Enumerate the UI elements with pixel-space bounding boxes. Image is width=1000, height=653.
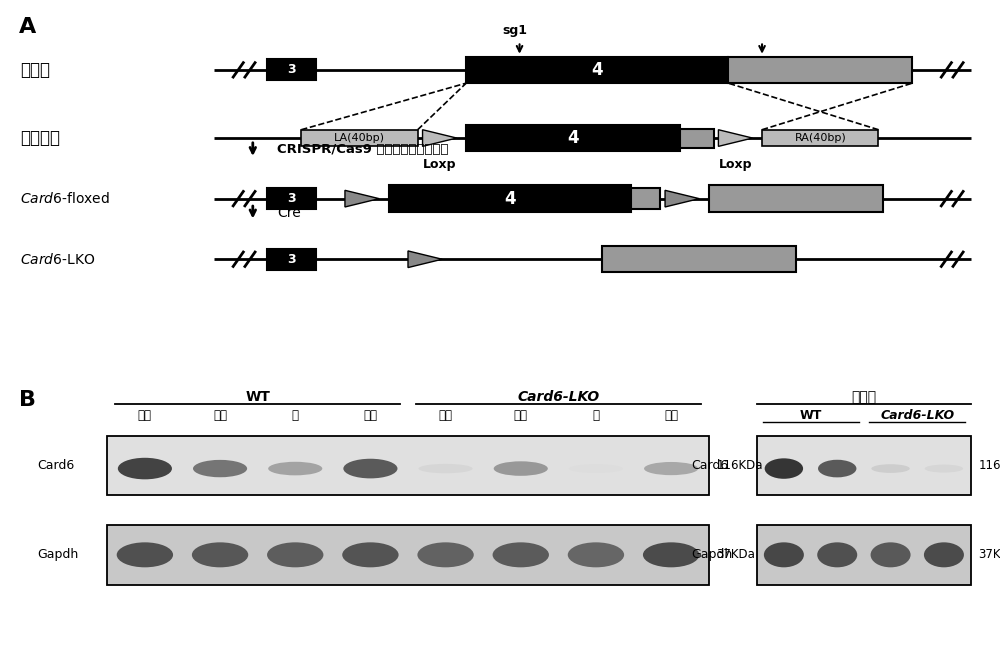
Bar bbox=[267, 249, 316, 270]
Text: 116KDa: 116KDa bbox=[716, 459, 763, 472]
Text: Cre: Cre bbox=[277, 206, 301, 220]
Text: 肝脏: 肝脏 bbox=[439, 409, 453, 422]
Bar bbox=[466, 57, 728, 83]
Ellipse shape bbox=[569, 464, 623, 473]
Text: 37KDa: 37KDa bbox=[716, 549, 755, 562]
Text: 供体载体: 供体载体 bbox=[20, 129, 60, 147]
Bar bbox=[301, 130, 418, 146]
Polygon shape bbox=[718, 130, 753, 146]
Ellipse shape bbox=[644, 462, 698, 475]
Text: 37KDa: 37KDa bbox=[978, 549, 1000, 562]
Polygon shape bbox=[408, 251, 442, 268]
Ellipse shape bbox=[417, 543, 474, 567]
Text: CRISPR/Cas9 介导的同源重组修复: CRISPR/Cas9 介导的同源重组修复 bbox=[277, 143, 449, 156]
Bar bbox=[267, 59, 316, 80]
Bar bbox=[107, 436, 709, 496]
Bar bbox=[389, 185, 631, 212]
Bar bbox=[466, 125, 680, 151]
Ellipse shape bbox=[568, 543, 624, 567]
Ellipse shape bbox=[643, 543, 699, 567]
Bar bbox=[762, 130, 878, 146]
Text: 脑: 脑 bbox=[292, 409, 299, 422]
Text: Loxp: Loxp bbox=[423, 158, 457, 170]
Ellipse shape bbox=[192, 543, 248, 567]
Ellipse shape bbox=[193, 460, 247, 477]
Text: 肝细胞: 肝细胞 bbox=[851, 390, 876, 404]
Bar bbox=[267, 188, 316, 209]
Ellipse shape bbox=[342, 543, 399, 567]
Text: B: B bbox=[19, 390, 36, 410]
Text: LA(40bp): LA(40bp) bbox=[334, 133, 385, 143]
Text: 3: 3 bbox=[287, 253, 296, 266]
Text: A: A bbox=[19, 17, 36, 37]
Text: $\it{Card6}$-LKO: $\it{Card6}$-LKO bbox=[20, 252, 95, 266]
Polygon shape bbox=[423, 130, 457, 146]
Text: 肆脏: 肆脏 bbox=[664, 409, 678, 422]
Polygon shape bbox=[665, 190, 699, 207]
Text: Card6-LKO: Card6-LKO bbox=[517, 390, 599, 404]
Ellipse shape bbox=[764, 543, 804, 567]
Text: Loxp: Loxp bbox=[719, 158, 753, 170]
Bar bbox=[602, 246, 796, 272]
Text: 肆脏: 肆脏 bbox=[363, 409, 377, 422]
Text: 3: 3 bbox=[287, 192, 296, 205]
Text: Gapdh: Gapdh bbox=[37, 549, 79, 562]
Text: Card6: Card6 bbox=[37, 459, 75, 472]
Text: WT: WT bbox=[799, 409, 822, 422]
Text: 野生型: 野生型 bbox=[20, 61, 50, 79]
Ellipse shape bbox=[267, 543, 323, 567]
Bar bbox=[709, 185, 883, 212]
Ellipse shape bbox=[343, 459, 397, 479]
Text: RA(40bp): RA(40bp) bbox=[794, 133, 846, 143]
Text: 肝脏: 肝脏 bbox=[138, 409, 152, 422]
Ellipse shape bbox=[494, 461, 548, 476]
Ellipse shape bbox=[871, 464, 910, 473]
Text: 4: 4 bbox=[567, 129, 579, 147]
Ellipse shape bbox=[818, 460, 856, 477]
Text: 心脏: 心脏 bbox=[213, 409, 227, 422]
Ellipse shape bbox=[871, 543, 911, 567]
Bar bbox=[631, 188, 660, 209]
Ellipse shape bbox=[419, 464, 473, 473]
Bar bbox=[757, 436, 971, 496]
Ellipse shape bbox=[118, 458, 172, 479]
Ellipse shape bbox=[268, 462, 322, 475]
Text: WT: WT bbox=[245, 390, 270, 404]
Text: 4: 4 bbox=[591, 61, 603, 79]
Text: Card6: Card6 bbox=[691, 459, 728, 472]
Ellipse shape bbox=[924, 543, 964, 567]
Ellipse shape bbox=[817, 543, 857, 567]
Ellipse shape bbox=[765, 458, 803, 479]
Text: sg1: sg1 bbox=[502, 24, 527, 37]
Ellipse shape bbox=[117, 543, 173, 567]
Text: 脑: 脑 bbox=[592, 409, 599, 422]
Text: Gapdh: Gapdh bbox=[691, 549, 732, 562]
Bar bbox=[757, 525, 971, 584]
Polygon shape bbox=[345, 190, 379, 207]
Text: $\it{Card6}$-floxed: $\it{Card6}$-floxed bbox=[20, 191, 110, 206]
Text: Card6-LKO: Card6-LKO bbox=[880, 409, 954, 422]
Ellipse shape bbox=[493, 543, 549, 567]
Ellipse shape bbox=[925, 464, 963, 473]
Bar bbox=[680, 129, 714, 148]
Text: 116KDa: 116KDa bbox=[978, 459, 1000, 472]
Bar bbox=[107, 525, 709, 584]
Text: 4: 4 bbox=[504, 189, 516, 208]
Bar bbox=[728, 57, 912, 83]
Text: 心脏: 心脏 bbox=[514, 409, 528, 422]
Text: 3: 3 bbox=[287, 63, 296, 76]
